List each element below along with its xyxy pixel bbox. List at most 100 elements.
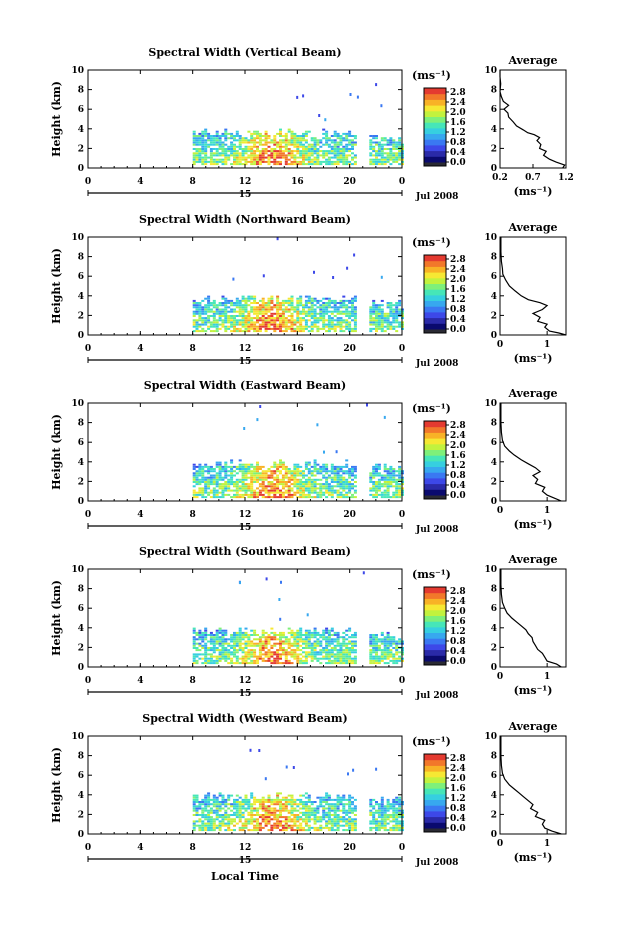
heatmap-cell: [362, 571, 365, 575]
heatmap-cell: [273, 148, 277, 150]
colorbar-tick-label: 2.8: [450, 587, 466, 597]
heatmap-cell: [279, 459, 282, 462]
heatmap-cell: [333, 330, 337, 333]
heatmap-cell: [290, 143, 294, 146]
heatmap-cell: [333, 302, 337, 304]
heatmap-cell: [327, 304, 331, 307]
heatmap-cell: [209, 156, 213, 159]
heatmap-cell: [377, 317, 381, 320]
heatmap-cell: [238, 310, 242, 313]
heatmap-cell: [389, 640, 393, 643]
heatmap-cell: [247, 636, 251, 639]
y-tick-label: 8: [78, 419, 84, 429]
heatmap-cell: [380, 104, 383, 108]
heatmap-cell: [273, 826, 277, 829]
heatmap-cell: [392, 820, 396, 823]
heatmap-cell: [270, 297, 274, 300]
heatmap-cell: [276, 299, 280, 302]
heatmap-cell: [261, 321, 265, 324]
heatmap-cell: [377, 657, 381, 660]
heatmap-cell: [284, 143, 288, 146]
heatmap-cell: [348, 476, 352, 479]
heatmap-cell: [319, 478, 323, 481]
heatmap-cell: [273, 489, 277, 492]
heatmap-cell: [353, 496, 357, 499]
heatmap-cell: [207, 319, 211, 322]
heatmap-cell: [293, 491, 297, 494]
heatmap-cell: [296, 805, 300, 808]
heatmap-cell: [270, 487, 274, 490]
heatmap-cell: [342, 803, 346, 806]
heatmap-cell: [204, 128, 208, 131]
heatmap-cell: [302, 487, 305, 490]
heatmap-cell: [221, 135, 225, 137]
heatmap-cell: [233, 636, 236, 639]
heatmap-cell: [212, 805, 216, 808]
heatmap-cell: [316, 483, 320, 486]
heatmap-cell: [273, 137, 277, 140]
heatmap-cell: [395, 496, 399, 499]
heatmap-cell: [313, 470, 317, 473]
heatmap-cell: [264, 489, 268, 492]
heatmap-cell: [241, 647, 245, 649]
heatmap-cell: [224, 798, 228, 801]
heatmap-cell: [215, 465, 219, 468]
heatmap-cell: [345, 481, 349, 483]
heatmap-cell: [290, 829, 294, 832]
heatmap-cells: [192, 237, 404, 333]
heatmap-cell: [230, 803, 234, 806]
heatmap-cell: [392, 310, 396, 313]
heatmap-cell: [351, 807, 354, 810]
heatmap-cell: [233, 631, 236, 634]
heatmap-cell: [227, 299, 231, 302]
heatmap-cell: [398, 321, 402, 324]
heatmap-cell: [279, 317, 282, 320]
heatmap-cell: [235, 487, 239, 490]
heatmap-cell: [377, 824, 381, 827]
heatmap-cell: [201, 130, 205, 133]
heatmap-cell: [201, 822, 205, 825]
heatmap-cell: [398, 472, 402, 475]
heatmap-cell: [345, 148, 349, 150]
heatmap-cell: [279, 642, 282, 645]
heatmap-cell: [369, 152, 373, 155]
heatmap-cell: [290, 130, 294, 133]
heatmap-cell: [398, 485, 402, 488]
heatmap-cell: [290, 811, 294, 814]
heatmap-cell: [319, 465, 323, 468]
heatmap-cell: [276, 792, 280, 795]
heatmap-cell: [273, 325, 277, 328]
heatmap-cell: [330, 662, 334, 665]
heatmap-cell: [392, 657, 396, 660]
heatmap-cell: [302, 489, 305, 492]
colorbar-tick-label: 0.4: [450, 148, 466, 158]
heatmap-cell: [264, 644, 268, 647]
day-label: 15: [239, 856, 252, 866]
heatmap-cell: [195, 476, 199, 479]
heatmap-cell: [281, 304, 285, 307]
heatmap-cell: [241, 150, 245, 153]
heatmap-cell: [230, 476, 234, 479]
heatmap-cell: [238, 493, 242, 496]
heatmap-cell: [339, 323, 343, 326]
heatmap-cell: [293, 139, 297, 142]
heatmap-cell: [307, 634, 311, 636]
heatmap-cell: [284, 651, 288, 654]
heatmap-cell: [322, 306, 326, 309]
heatmap-cell: [296, 644, 300, 647]
heatmap-cell: [293, 150, 297, 153]
heatmap-cell: [256, 801, 259, 803]
heatmap-cell: [322, 826, 326, 829]
heatmap-cell: [313, 640, 317, 643]
heatmap-cell: [290, 315, 294, 317]
heatmap-cell: [348, 135, 352, 137]
heatmap-cell: [258, 472, 262, 475]
heatmap-cell: [215, 826, 219, 829]
heatmap-cell: [345, 662, 349, 665]
heatmap-cell: [281, 485, 285, 488]
heatmap-cell: [310, 651, 314, 654]
heatmap-cell: [201, 319, 205, 322]
heatmap-cell: [290, 470, 294, 473]
heatmap-cell: [250, 327, 254, 330]
y-tick-label: 10: [71, 66, 84, 76]
